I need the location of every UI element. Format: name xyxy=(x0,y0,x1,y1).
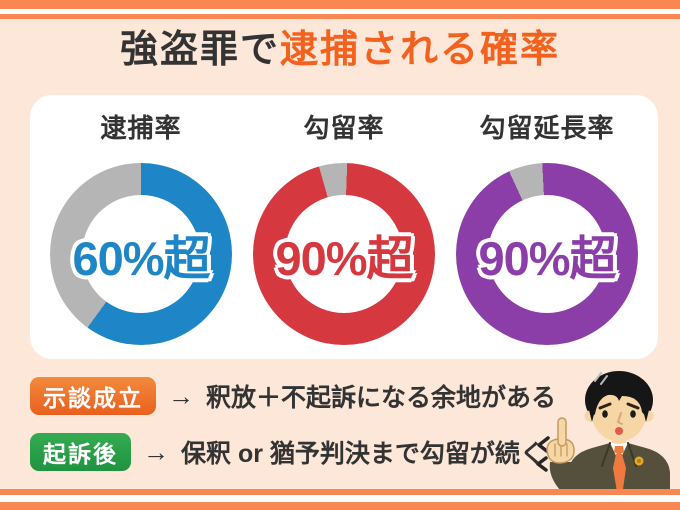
arrow-icon: → xyxy=(143,436,169,467)
donut-value: 60%超 xyxy=(72,231,210,285)
bottom-border-stripe xyxy=(0,502,680,510)
donut-value: 90%超 xyxy=(275,231,413,285)
top-border-stripe xyxy=(0,14,680,19)
top-border-stripe xyxy=(0,9,680,14)
note-text: 保釈 or 猶予判決まで勾留が続く xyxy=(181,440,545,468)
top-border-stripe xyxy=(0,0,680,9)
note-text: 釈放＋不起訴になる余地がある xyxy=(206,384,557,412)
bottom-border-stripe xyxy=(0,489,680,495)
donut-chart-arrest-rate: 逮捕率 60%超 xyxy=(42,95,240,345)
note-row-after-indictment: 起訴後 → 保釈 or 猶予判決まで勾留が続く xyxy=(30,433,545,471)
donut-chart-detention-extension-rate: 勾留延長率 90%超 xyxy=(448,95,646,345)
pointing-finger-icon xyxy=(557,417,567,447)
donut-chart-detention-rate: 勾留率 90%超 xyxy=(245,95,443,345)
title-prefix: 強盗罪で xyxy=(119,29,280,71)
donut-value: 90%超 xyxy=(478,231,616,285)
arrow-icon: → xyxy=(168,380,194,411)
donut-ring: 90%超 xyxy=(253,163,435,345)
title-highlight: 逮捕される確率 xyxy=(280,29,561,71)
chart-label: 勾留率 xyxy=(303,113,385,143)
donut-ring: 60%超 xyxy=(50,163,232,345)
settlement-badge: 示談成立 xyxy=(30,377,156,415)
motion-chevron-icon xyxy=(536,456,548,472)
chart-label: 勾留延長率 xyxy=(479,113,615,143)
note-row-settlement: 示談成立 → 釈放＋不起訴になる余地がある xyxy=(30,377,556,415)
page-title: 強盗罪で逮捕される確率 xyxy=(0,27,680,73)
bottom-border-stripe xyxy=(0,495,680,502)
after-indictment-badge: 起訴後 xyxy=(30,433,131,471)
donut-ring: 90%超 xyxy=(456,163,638,345)
chart-label: 逮捕率 xyxy=(100,113,182,143)
donut-charts-row: 逮捕率 60%超 勾留率 90%超 勾留延長率 90%超 xyxy=(30,95,658,345)
motion-chevron-icon xyxy=(537,436,550,454)
charts-card: 逮捕率 60%超 勾留率 90%超 勾留延長率 90%超 xyxy=(30,95,658,359)
